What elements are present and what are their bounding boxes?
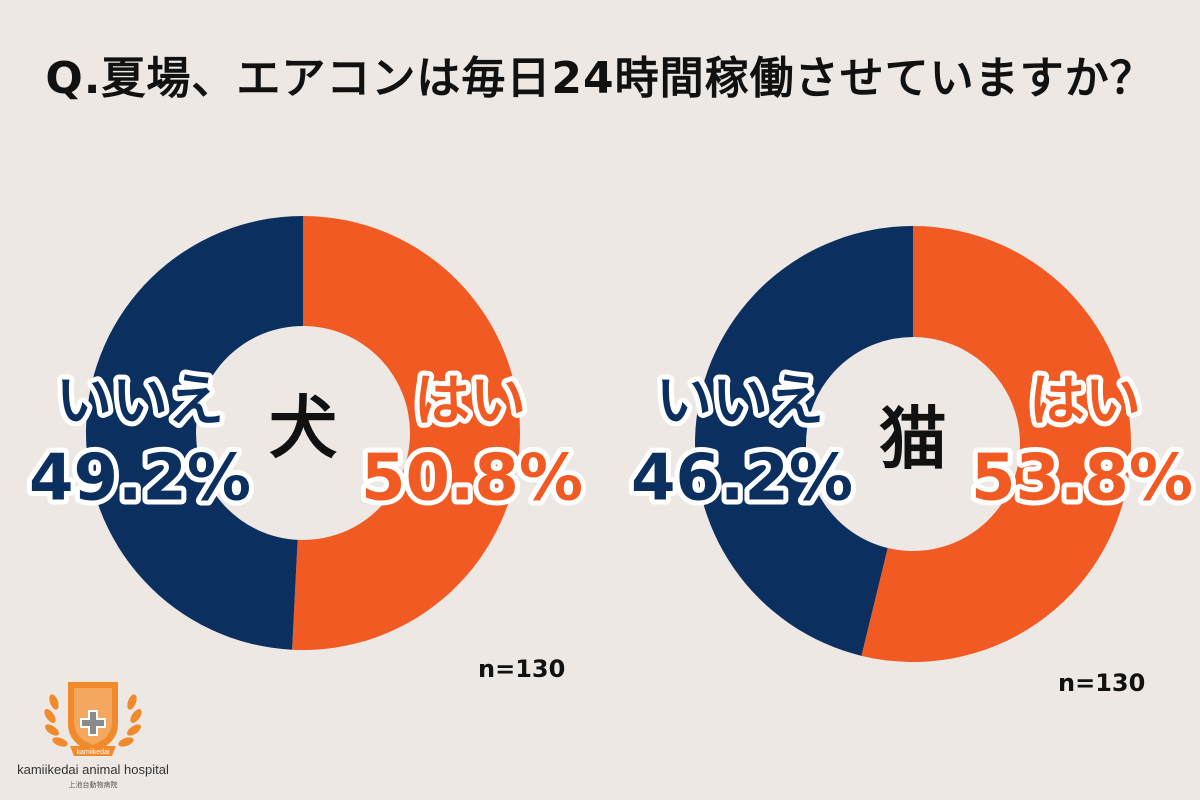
cat-no-value: 46.2% [631, 442, 853, 516]
dog-yes-value: 50.8% [361, 442, 583, 516]
dog-center-label: 犬 [269, 390, 337, 469]
dog-slice-yes [292, 216, 521, 650]
hospital-name-japanese: 上池台動物病院 [68, 781, 118, 789]
hospital-logo: kamiikedai kamiikedai animal hospital 上池… [8, 672, 178, 796]
logo-badge-text: kamiikedai [76, 749, 110, 756]
cat-sample-size: n=130 [1058, 669, 1146, 697]
dog-no-label: いいえ [56, 369, 224, 434]
cat-yes-value: 53.8% [971, 442, 1193, 516]
cat-center-label: 猫 [879, 401, 947, 480]
dog-slice-no [86, 216, 303, 650]
dog-sample-size: n=130 [478, 655, 566, 683]
hospital-name: kamiikedai animal hospital [17, 762, 169, 777]
cat-slice-yes [861, 226, 1131, 662]
cat-donut-chart: 猫 はい 53.8% いいえ 46.2% [626, 226, 1198, 662]
laurel-shield-icon: kamiikedai [44, 682, 142, 756]
cat-slice-no [694, 226, 913, 656]
dog-yes-label: はい [414, 369, 526, 434]
dog-donut-chart: 犬 はい 50.8% いいえ 49.2% [24, 216, 588, 650]
cat-yes-label: はい [1029, 369, 1141, 434]
page-title: Q.夏場、エアコンは毎日24時間稼働させていますか？ [45, 53, 1155, 104]
cat-no-label: いいえ [656, 369, 824, 434]
dog-no-value: 49.2% [29, 442, 251, 516]
